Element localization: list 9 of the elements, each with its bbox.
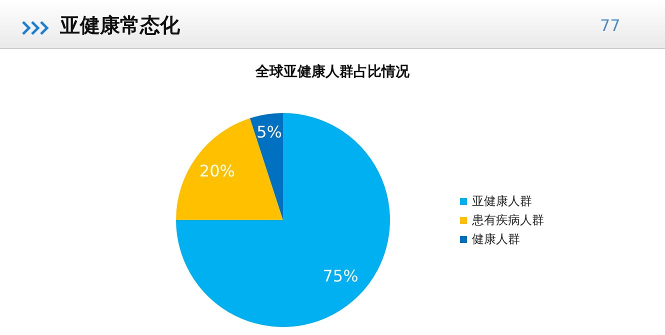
legend-label: 患有疾病人群 [471,212,544,229]
legend-label: 健康人群 [471,231,521,248]
legend-label: 亚健康人群 [471,193,533,210]
data-label: 5% [256,122,282,142]
data-label: 75% [322,266,358,286]
text: 亚健康常态化 [60,12,180,39]
chart-title: 全球亚健康人群占比情况 [254,63,410,81]
text: 77 [600,16,620,35]
data-label: 20% [199,161,235,180]
